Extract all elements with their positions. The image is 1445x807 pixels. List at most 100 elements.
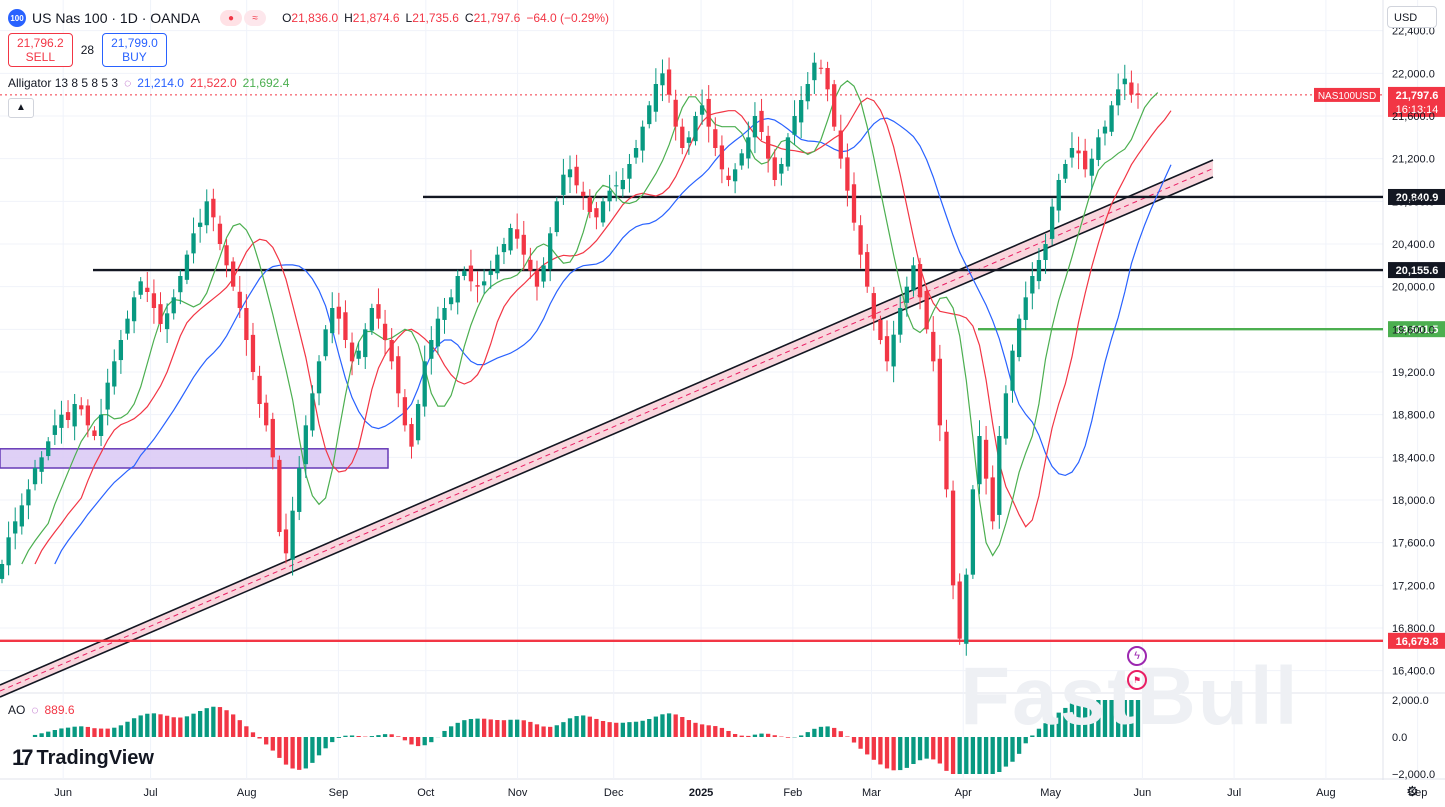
price-tick-label: 16,400.0 bbox=[1392, 666, 1435, 678]
candle-body bbox=[19, 505, 24, 527]
candle-body bbox=[435, 318, 441, 347]
candle-body bbox=[746, 137, 751, 159]
time-axis[interactable]: Jun Jul Aug Sep Oct Nov Dec 2025 Feb Mar Apr May Jun… bbox=[54, 787, 1427, 799]
candle-body bbox=[594, 208, 599, 218]
symbol-title[interactable]: US Nas 100 · 1D · OANDA bbox=[32, 10, 201, 26]
time-tick-label: Sep bbox=[1408, 787, 1428, 799]
candle-body bbox=[442, 308, 447, 320]
time-tick-label: Dec bbox=[604, 787, 624, 799]
candle-body bbox=[640, 126, 645, 151]
candle-body bbox=[389, 340, 394, 362]
time-tick-label: Nov bbox=[508, 787, 528, 799]
candle-body bbox=[363, 329, 368, 358]
tradingview-logo[interactable]: 17 TradingView bbox=[12, 745, 154, 770]
countdown-label: 16:13:14 bbox=[1396, 104, 1439, 116]
candle-body bbox=[237, 291, 242, 308]
horizontal-levels[interactable]: 20,840.9 20,155.6 19,601.5 16,679.8 NAS100US… bbox=[0, 86, 1445, 649]
candle-body bbox=[32, 468, 38, 485]
candle-body bbox=[1003, 393, 1009, 439]
buy-button[interactable]: 21,799.0 BUY bbox=[102, 33, 167, 67]
trade-buttons: 21,796.2 SELL 28 21,799.0 BUY bbox=[8, 33, 167, 67]
tradingview-icon: 17 bbox=[12, 745, 34, 770]
candle-body bbox=[1122, 78, 1127, 85]
candle-body bbox=[633, 148, 639, 158]
settings-gear-icon[interactable]: ⚙ bbox=[1406, 783, 1419, 799]
candle-body bbox=[528, 259, 533, 271]
alligator-legend[interactable]: Alligator 13 8 5 8 5 3 ◌ 21,214.0 21,522… bbox=[8, 76, 289, 90]
ao-tick-label: −2,000.0 bbox=[1392, 769, 1435, 781]
price-axis[interactable]: 22,400.0 22,000.0 21,600.0 21,200.0 20,800.0… bbox=[1392, 26, 1435, 678]
currency-selector[interactable]: USD bbox=[1387, 6, 1437, 28]
time-tick-label: Aug bbox=[1316, 787, 1336, 799]
alligator-label: Alligator 13 8 5 8 5 3 bbox=[8, 76, 119, 90]
ao-legend[interactable]: AO ◌ 889.6 bbox=[8, 703, 75, 717]
jaw-value: 21,214.0 bbox=[137, 76, 184, 90]
teeth-line bbox=[34, 97, 1172, 565]
candle-body bbox=[1116, 89, 1121, 106]
price-tick-label: 16,800.0 bbox=[1392, 623, 1435, 635]
ao-tick-label: 2,000.0 bbox=[1392, 695, 1429, 707]
time-tick-label: Apr bbox=[955, 787, 972, 799]
last-price-label: 21,797.6 bbox=[1396, 90, 1439, 102]
price-tick-label: 20,400.0 bbox=[1392, 239, 1435, 251]
candle-body bbox=[0, 564, 5, 579]
market-closed-icon[interactable]: ● bbox=[220, 10, 243, 26]
candle-body bbox=[607, 190, 612, 202]
status-dots: ● ≈ bbox=[220, 10, 267, 26]
candle-body bbox=[224, 245, 229, 266]
ao-value: 889.6 bbox=[44, 703, 75, 717]
candle-body bbox=[561, 174, 566, 195]
channel-upper-line bbox=[0, 159, 1214, 686]
candle-body bbox=[924, 290, 929, 330]
candle-body bbox=[1102, 126, 1108, 134]
candle-body bbox=[812, 62, 817, 81]
data-delay-icon[interactable]: ≈ bbox=[244, 10, 267, 26]
candle-body bbox=[891, 334, 896, 367]
us-flag-event-icon[interactable]: ⚑ bbox=[1127, 670, 1147, 690]
loading-icon: ◌ bbox=[31, 703, 39, 717]
candle-body bbox=[957, 581, 962, 639]
candle-body bbox=[151, 293, 157, 308]
candle-body bbox=[686, 137, 692, 143]
candle-body bbox=[336, 306, 341, 319]
time-tick-label: Oct bbox=[417, 787, 434, 799]
candle-body bbox=[231, 261, 236, 287]
candle-body bbox=[1049, 206, 1055, 239]
last-price-tag bbox=[1388, 86, 1445, 117]
time-tick-label: Jun bbox=[1133, 787, 1151, 799]
candle-body bbox=[706, 98, 711, 127]
candle-body bbox=[548, 233, 553, 270]
candle-body bbox=[871, 293, 876, 319]
candle-body bbox=[785, 137, 791, 167]
candle-body bbox=[26, 489, 31, 506]
candle-body bbox=[673, 99, 678, 127]
candle-body bbox=[647, 105, 652, 125]
candle-body bbox=[666, 69, 672, 95]
candle-body bbox=[732, 169, 738, 182]
loading-icon: ◌ bbox=[124, 76, 132, 90]
watermark: FastBull bbox=[960, 651, 1300, 742]
candle-body bbox=[574, 166, 579, 186]
price-tick-label: 18,000.0 bbox=[1392, 495, 1435, 507]
candle-body bbox=[653, 84, 659, 112]
price-tick-label: 18,400.0 bbox=[1392, 452, 1435, 464]
candle-body bbox=[726, 175, 731, 180]
candle-body bbox=[1076, 150, 1081, 154]
candle-body bbox=[310, 393, 315, 431]
candle-body bbox=[105, 382, 110, 410]
candle-body bbox=[739, 153, 744, 166]
candle-body bbox=[98, 414, 104, 436]
candle-body bbox=[752, 116, 758, 138]
price-tick-label: 21,200.0 bbox=[1392, 154, 1435, 166]
collapse-legend-button[interactable]: ▲ bbox=[8, 98, 34, 118]
level-price-label: 20,840.9 bbox=[1396, 192, 1439, 204]
sell-button[interactable]: 21,796.2 SELL bbox=[8, 33, 73, 67]
candle-body bbox=[217, 223, 223, 244]
candle-body bbox=[772, 157, 777, 180]
candle-body bbox=[521, 234, 526, 255]
candle-body bbox=[422, 361, 427, 407]
candle-body bbox=[204, 201, 209, 226]
level-price-tag bbox=[1388, 262, 1445, 279]
lightning-event-icon[interactable]: ϟ bbox=[1127, 646, 1147, 666]
